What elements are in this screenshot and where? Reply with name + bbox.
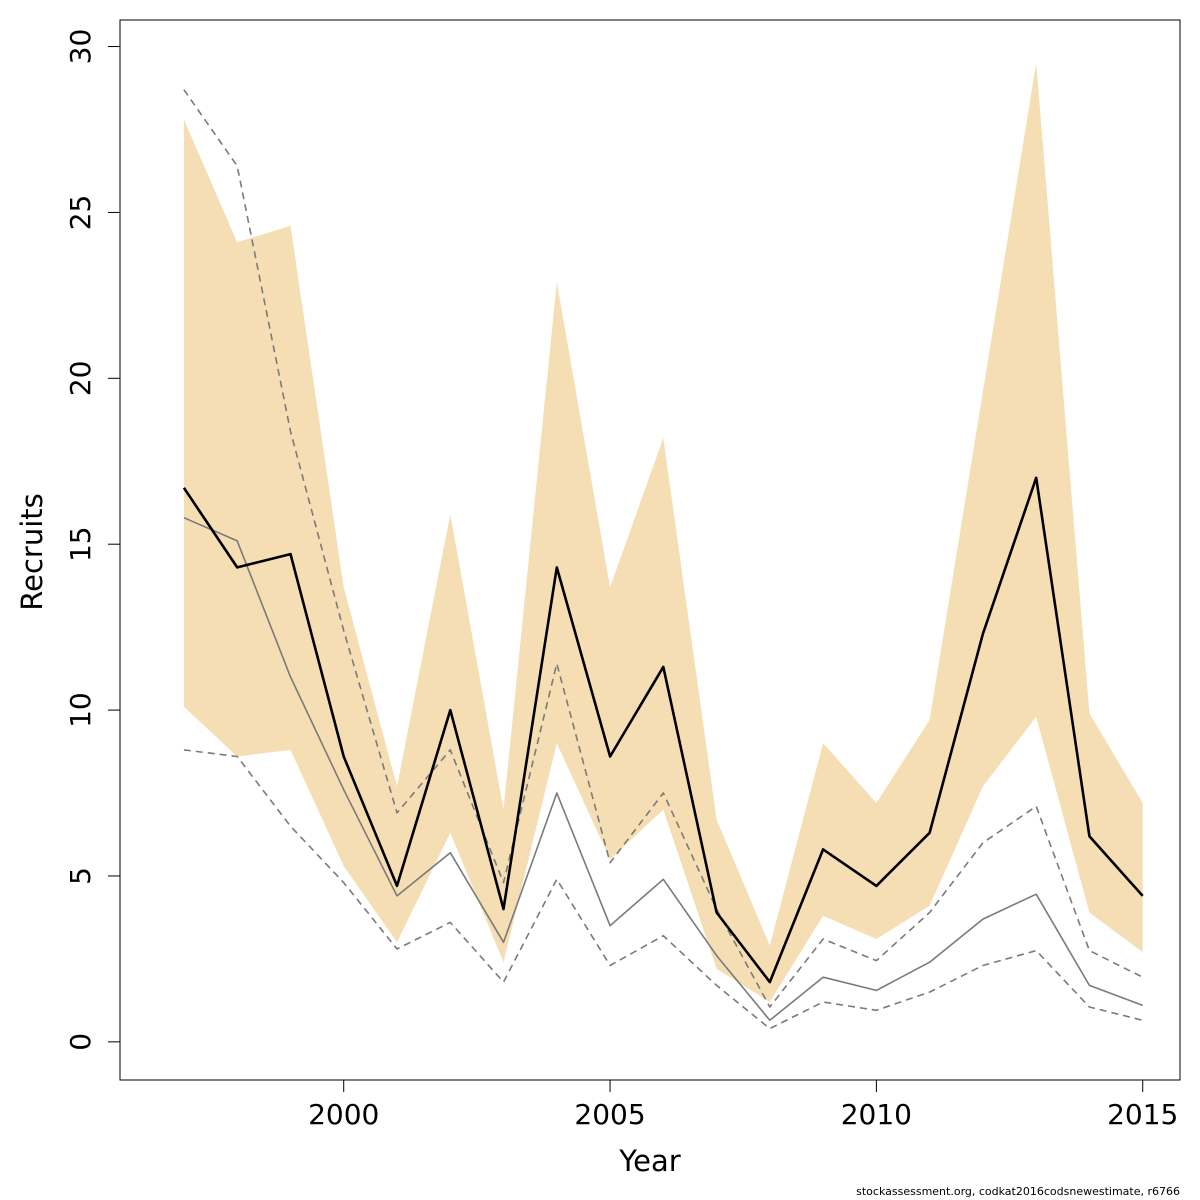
y-tick-label: 15: [64, 526, 97, 562]
series-line-reference: [183, 516, 1143, 1022]
x-tick-label: 2015: [1107, 1098, 1178, 1131]
series-line-estimate: [182, 476, 1144, 984]
confidence-band: [183, 63, 1143, 1003]
y-tick-label: 30: [64, 29, 97, 65]
x-axis-title: Year: [618, 1144, 680, 1178]
x-tick-label: 2005: [574, 1098, 645, 1131]
y-axis-title: Recruits: [15, 493, 49, 610]
x-tick-label: 2010: [841, 1098, 912, 1131]
y-tick-label: 5: [64, 867, 97, 885]
y-tick-label: 0: [64, 1033, 97, 1051]
plot-frame: [119, 19, 1181, 1081]
series-line-reference-lower: [183, 749, 1143, 1030]
y-tick-label: 10: [64, 692, 97, 728]
x-tick-label: 2000: [308, 1098, 379, 1131]
source-footer: stockassessment.org, codkat2016codsnewes…: [856, 1185, 1180, 1198]
series-line-reference-upper: [183, 89, 1144, 1008]
series-layer: [182, 89, 1144, 1030]
confidence-band-layer: [183, 63, 1143, 1003]
y-tick-label: 20: [64, 360, 97, 396]
axes-layer: 2000 2005 2010 2015 0 5 10 15 20 25 30: [64, 29, 1178, 1131]
y-tick-label: 25: [64, 195, 97, 231]
